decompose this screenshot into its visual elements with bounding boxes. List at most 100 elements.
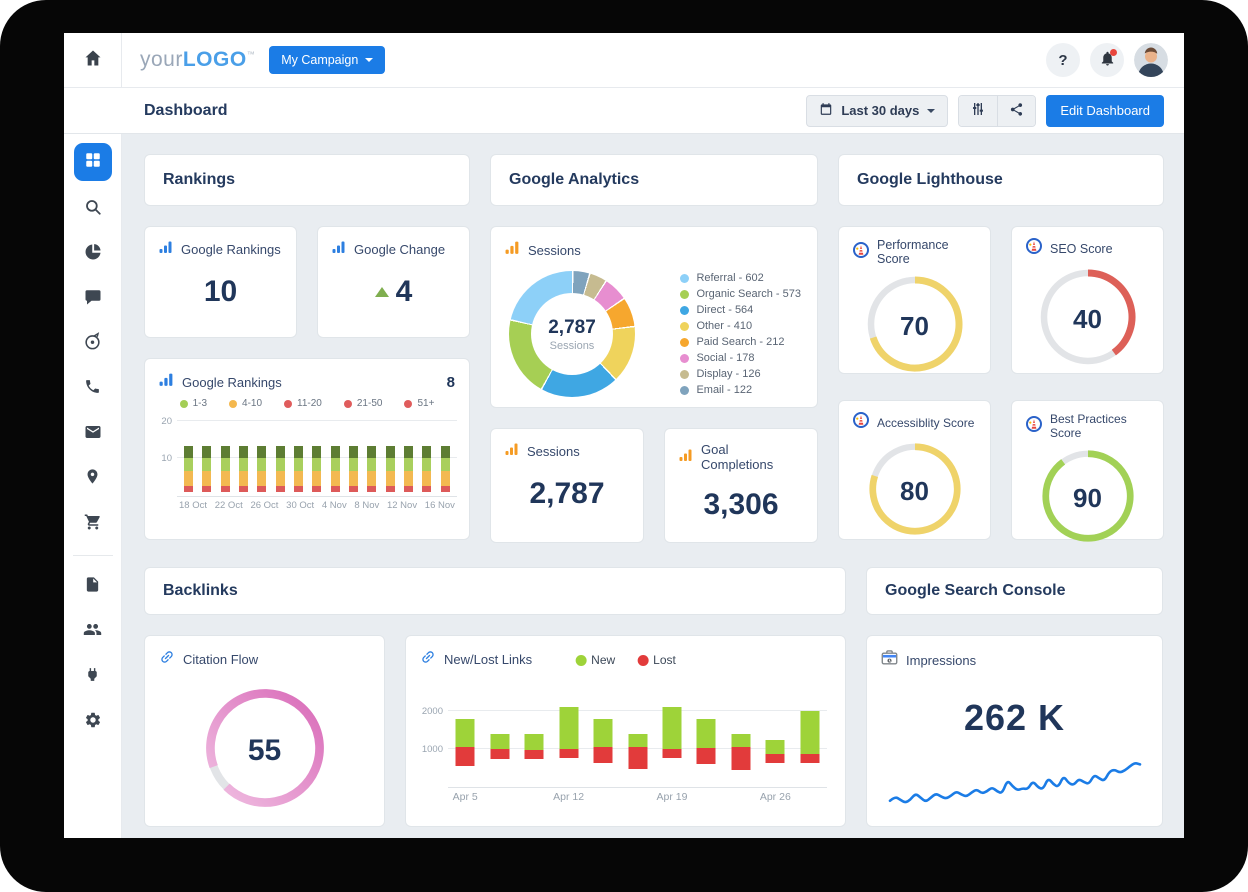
- help-button[interactable]: ?: [1046, 43, 1080, 77]
- newlost-bar[interactable]: [455, 696, 475, 787]
- location-pin-icon: [84, 468, 101, 490]
- newlost-bar[interactable]: [490, 696, 510, 787]
- rankings-bar[interactable]: [330, 445, 340, 493]
- rankings-bar[interactable]: [404, 445, 414, 493]
- chevron-down-icon: [365, 58, 374, 62]
- sidebar-item-dashboard[interactable]: [73, 143, 112, 181]
- citation-flow-gauge: 55: [203, 686, 327, 815]
- card-title: Goal Completions: [701, 442, 774, 472]
- page-title: Dashboard: [144, 101, 228, 119]
- date-range-button[interactable]: Last 30 days: [806, 94, 949, 127]
- plug-icon: [84, 666, 101, 688]
- card-title: SEO Score: [1050, 241, 1113, 256]
- bar-chart-icon: [332, 240, 346, 259]
- sidebar-item-calls[interactable]: [74, 371, 112, 407]
- rankings-bar[interactable]: [220, 445, 230, 493]
- campaign-dropdown-label: My Campaign: [281, 53, 359, 67]
- newlost-bar[interactable]: [559, 696, 579, 787]
- rankings-bar[interactable]: [275, 445, 285, 493]
- filters-button[interactable]: [959, 95, 998, 126]
- card-title: Google Change: [354, 242, 446, 257]
- card-title: Sessions: [528, 242, 581, 258]
- newlost-bar[interactable]: [731, 696, 751, 787]
- sidebar-item-settings[interactable]: [74, 704, 112, 740]
- bottom-section-headers: Backlinks Google Search Console: [144, 567, 1164, 615]
- rankings-bar[interactable]: [312, 445, 322, 493]
- page-header-controls: Last 30 days Edit Dashboard: [806, 94, 1164, 127]
- app-body: Rankings Google Analytics Google Lightho…: [64, 134, 1184, 838]
- topbar: your LOGO ™ My Campaign ?: [64, 33, 1184, 88]
- notifications-button[interactable]: [1090, 43, 1124, 77]
- campaign-dropdown-button[interactable]: My Campaign: [269, 46, 386, 74]
- sidebar-item-reports[interactable]: [74, 569, 112, 605]
- sidebar-item-messages[interactable]: [74, 281, 112, 317]
- sessions-donut[interactable]: 2,787 Sessions: [509, 271, 635, 397]
- sidebar-item-home[interactable]: [64, 33, 122, 87]
- rankings-bar[interactable]: [202, 445, 212, 493]
- user-avatar[interactable]: [1134, 43, 1168, 77]
- sidebar-item-ecommerce[interactable]: [74, 506, 112, 542]
- performance-score-card: Performance Score 70: [838, 226, 991, 374]
- rankings-bar[interactable]: [349, 445, 359, 493]
- page-header: Dashboard Last 30 days: [64, 88, 1184, 134]
- rankings-x-axis: 18 Oct 22 Oct 26 Oct 30 Oct 4 Nov 8 Nov 12 Nov…: [179, 500, 455, 511]
- newlost-bar[interactable]: [628, 696, 647, 787]
- search-icon: [84, 198, 102, 221]
- bell-icon: [1099, 50, 1116, 71]
- rankings-bar[interactable]: [294, 445, 304, 493]
- sessions-value: 2,787: [529, 477, 605, 510]
- goal-completions-value: 3,306: [703, 488, 779, 521]
- chat-icon: [84, 288, 102, 311]
- sidebar-item-email[interactable]: [74, 416, 112, 452]
- analytics-column: Sessions 2,787 Sessions Referral - 602 Or…: [490, 226, 818, 543]
- newlost-plot[interactable]: [448, 696, 827, 788]
- rankings-chart-legend: 1-3 4-10 11-20 21-50 51+: [145, 398, 469, 409]
- rankings-chart: 10 20 18 Oct 22 Oct 26 Oct 30 Oct 4 Nov 8 Nov 1…: [153, 413, 457, 514]
- rankings-bar[interactable]: [184, 445, 193, 493]
- users-icon: [83, 620, 102, 644]
- rankings-plot[interactable]: [177, 413, 457, 497]
- sidebar-item-analytics[interactable]: [74, 236, 112, 272]
- rankings-bar[interactable]: [385, 445, 395, 493]
- newlost-bar[interactable]: [696, 696, 716, 787]
- sidebar-item-search[interactable]: [74, 191, 112, 227]
- widgets-grid: Google Rankings 10 Google Change: [144, 226, 1164, 543]
- newlost-bar[interactable]: [765, 696, 785, 787]
- rankings-bar[interactable]: [422, 445, 432, 493]
- rankings-bar[interactable]: [367, 445, 377, 493]
- lighthouse-icon: [853, 241, 869, 263]
- dashboard-grid-icon: [84, 151, 102, 174]
- settings-gear-icon: [84, 711, 102, 734]
- newlost-bar[interactable]: [593, 696, 613, 787]
- sidebar-item-clients[interactable]: [74, 614, 112, 650]
- legend-item: Social - 178: [680, 352, 801, 364]
- sidebar-item-local[interactable]: [74, 461, 112, 497]
- share-button[interactable]: [997, 95, 1036, 126]
- impressions-value: 262 K: [963, 697, 1066, 738]
- logo-trademark: ™: [246, 50, 256, 59]
- new-lost-legend: New Lost: [575, 653, 676, 667]
- edit-dashboard-button[interactable]: Edit Dashboard: [1046, 94, 1164, 127]
- section-header-search-console: Google Search Console: [866, 567, 1163, 615]
- rankings-bar[interactable]: [257, 445, 267, 493]
- rankings-bar[interactable]: [239, 445, 249, 493]
- sidebar-divider: [72, 555, 113, 556]
- chevron-down-icon: [927, 108, 936, 113]
- sidebar-item-integrations[interactable]: [74, 659, 112, 695]
- newlost-bar[interactable]: [662, 696, 682, 787]
- rankings-bar[interactable]: [440, 445, 450, 493]
- rankings-column: Google Rankings 10 Google Change: [144, 226, 470, 543]
- newlost-bar[interactable]: [800, 696, 820, 787]
- section-header-analytics: Google Analytics: [490, 154, 818, 206]
- best-practices-score-gauge: 90: [1040, 448, 1136, 549]
- lighthouse-icon: [853, 412, 869, 433]
- legend-item: Referral - 602: [680, 272, 801, 284]
- google-change-stat-card: Google Change 4: [317, 226, 470, 338]
- impressions-sparkline[interactable]: [885, 749, 1145, 813]
- card-title: Accessiblity Score: [877, 415, 975, 430]
- legend-item: 4-10: [229, 398, 262, 409]
- sessions-legend: Referral - 602 Organic Search - 573 Direct…: [680, 268, 801, 400]
- newlost-bar[interactable]: [524, 696, 544, 787]
- sidebar-item-goals[interactable]: [74, 326, 112, 362]
- home-icon: [83, 48, 103, 73]
